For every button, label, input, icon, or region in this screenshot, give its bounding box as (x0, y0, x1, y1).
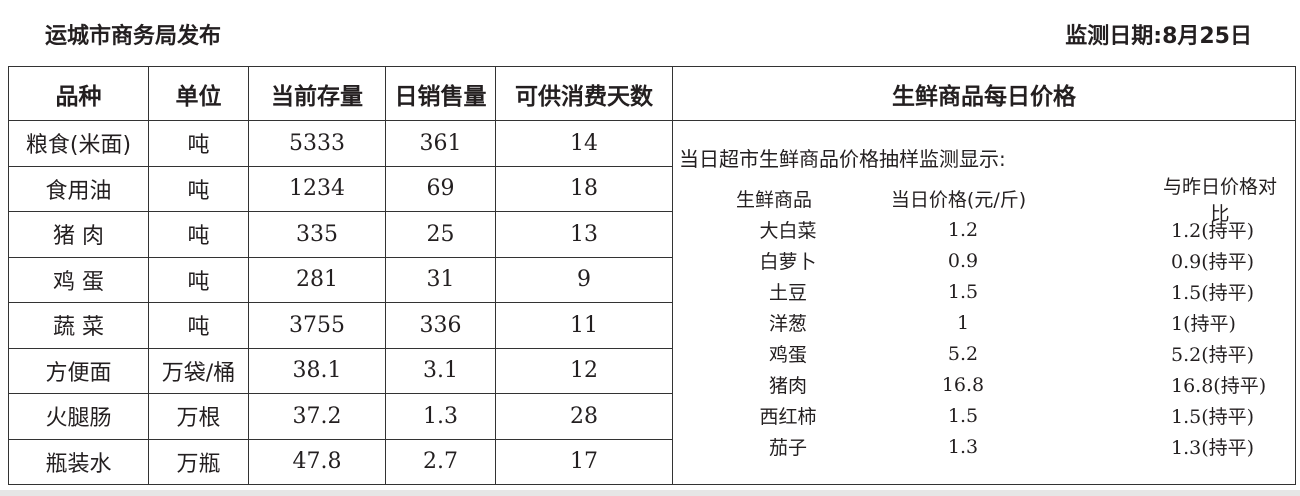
table-cell: 335 (248, 211, 386, 258)
fresh-cell: 1.5 (947, 280, 979, 303)
fresh-cell: 16.8 (941, 373, 985, 396)
column-header: 品种 (8, 66, 149, 121)
table-cell: 1.3 (385, 393, 496, 440)
fresh-cell: 猪肉 (768, 375, 807, 397)
table-cell: 粮食(米面) (8, 120, 149, 167)
fresh-cell: 1(持平) (1171, 313, 1236, 335)
table-cell: 5333 (248, 120, 386, 167)
fresh-column-header: 当日价格(元/斤) (890, 189, 1027, 211)
table-cell: 31 (385, 256, 496, 303)
fresh-cell: 5.2 (947, 342, 979, 365)
table-cell: 69 (385, 165, 496, 212)
fresh-cell: 1.5(持平) (1171, 282, 1255, 304)
table-cell: 47.8 (248, 438, 386, 485)
table-header-row: 品种 单位 当前存量 日销售量 可供消费天数 生鲜商品每日价格 (8, 66, 1296, 121)
table-cell: 13 (495, 211, 673, 258)
table-cell: 万瓶 (148, 438, 249, 485)
table-cell: 1234 (248, 165, 386, 212)
table-cell: 11 (495, 302, 673, 349)
supply-table: 品种 单位 当前存量 日销售量 可供消费天数 生鲜商品每日价格 粮食(米面) 吨 5… (8, 66, 1296, 485)
table-cell: 3755 (248, 302, 386, 349)
fresh-cell: 茄子 (768, 437, 807, 459)
table-cell: 吨 (148, 120, 249, 167)
table-cell: 28 (495, 393, 673, 440)
fresh-row: 西红柿 1.5 1.5(持平) (703, 400, 1283, 431)
table-cell: 吨 (148, 302, 249, 349)
table-row: 粮食(米面) 吨 5333 361 14 当日超市生鲜商品价格抽样监测显示: 生鲜商品 当日价… (8, 120, 1296, 485)
table-cell: 2.7 (385, 438, 496, 485)
fresh-price-list: 生鲜商品 当日价格(元/斤) 与昨日价格对比大白菜 1.2 1.2(持平) 白萝卜 0.9 0… (703, 176, 1283, 462)
table-cell: 281 (248, 256, 386, 303)
table-row: 蔬 菜吨 3755 336 11 (8, 302, 1296, 349)
fresh-row: 猪肉 16.8 16.8(持平) (703, 369, 1283, 400)
table-row: 食用油吨 1234 69 18 (8, 165, 1296, 212)
fresh-intro: 当日超市生鲜商品价格抽样监测显示: (679, 147, 1006, 171)
fresh-row: 洋葱 1 1(持平) (703, 307, 1283, 338)
fresh-cell: 0.9(持平) (1171, 251, 1255, 273)
fresh-cell: 鸡蛋 (768, 344, 807, 366)
fresh-cell: 1.3 (947, 435, 979, 458)
fresh-column-header: 生鲜商品 (735, 189, 812, 211)
table-cell: 38.1 (248, 347, 386, 394)
table-cell: 瓶装水 (8, 438, 149, 485)
table-cell: 336 (385, 302, 496, 349)
table-cell: 蔬 菜 (8, 302, 149, 349)
fresh-cell: 1.3(持平) (1171, 437, 1255, 459)
divider (0, 490, 1300, 496)
table-row: 火腿肠 万根 37.2 1.3 28 (8, 393, 1296, 440)
fresh-cell: 西红柿 (759, 406, 817, 428)
fresh-cell: 1 (956, 311, 970, 334)
fresh-cell: 1.5(持平) (1171, 406, 1255, 428)
fresh-header-row: 生鲜商品 当日价格(元/斤) 与昨日价格对比 (703, 176, 1283, 225)
fresh-row: 茄子 1.3 1.3(持平) (703, 431, 1283, 462)
fresh-cell: 土豆 (768, 282, 807, 304)
fresh-cell: 大白菜 (759, 220, 817, 242)
fresh-title: 生鲜商品每日价格 (672, 66, 1296, 121)
publisher: 运城市商务局发布 (45, 24, 222, 49)
table-cell: 鸡 蛋 (8, 256, 149, 303)
table-cell: 吨 (148, 165, 249, 212)
table-cell: 方便面 (8, 347, 149, 394)
fresh-cell: 白萝卜 (759, 251, 817, 273)
table-cell: 361 (385, 120, 496, 167)
fresh-row: 土豆 1.5 1.5(持平) (703, 276, 1283, 307)
column-header: 当前存量 (248, 66, 386, 121)
column-header: 日销售量 (385, 66, 496, 121)
table-cell: 吨 (148, 211, 249, 258)
fresh-cell: 1.2 (947, 218, 979, 241)
fresh-row: 大白菜 1.2 1.2(持平) (703, 214, 1283, 245)
table-cell: 3.1 (385, 347, 496, 394)
table-cell: 25 (385, 211, 496, 258)
table-cell: 吨 (148, 256, 249, 303)
fresh-cell: 1.2(持平) (1171, 220, 1255, 242)
table-cell: 万袋/桶 (148, 347, 249, 394)
fresh-row: 鸡蛋 5.2 5.2(持平) (703, 338, 1283, 369)
fresh-cell: 0.9 (947, 249, 979, 272)
table-cell: 万根 (148, 393, 249, 440)
fresh-cell: 洋葱 (768, 313, 807, 335)
fresh-row: 白萝卜 0.9 0.9(持平) (703, 245, 1283, 276)
fresh-cell: 1.5 (947, 404, 979, 427)
table-row: 方便面 万袋/桶 38.1 3.1 12 (8, 347, 1296, 394)
column-header: 可供消费天数 (495, 66, 673, 121)
table-row: 瓶装水 万瓶 47.8 2.7 17 (8, 438, 1296, 485)
table-cell: 9 (495, 256, 673, 303)
monitor-date: 监测日期:8月25日 (1065, 24, 1252, 49)
table-cell: 猪 肉 (8, 211, 149, 258)
table-row: 鸡 蛋吨 281 31 9 (8, 256, 1296, 303)
table-cell: 17 (495, 438, 673, 485)
fresh-column-header: 与昨日价格对比 (1163, 175, 1278, 225)
table-cell: 37.2 (248, 393, 386, 440)
table-cell: 14 (495, 120, 673, 167)
fresh-cell: 5.2(持平) (1171, 344, 1255, 366)
fresh-cell: 16.8(持平) (1171, 375, 1267, 397)
table-cell: 18 (495, 165, 673, 212)
column-header: 单位 (148, 66, 249, 121)
table-cell: 食用油 (8, 165, 149, 212)
table-cell: 12 (495, 347, 673, 394)
table-cell: 火腿肠 (8, 393, 149, 440)
fresh-price-panel: 当日超市生鲜商品价格抽样监测显示: 生鲜商品 当日价格(元/斤) 与昨日价格对比 大白菜… (672, 120, 1296, 485)
